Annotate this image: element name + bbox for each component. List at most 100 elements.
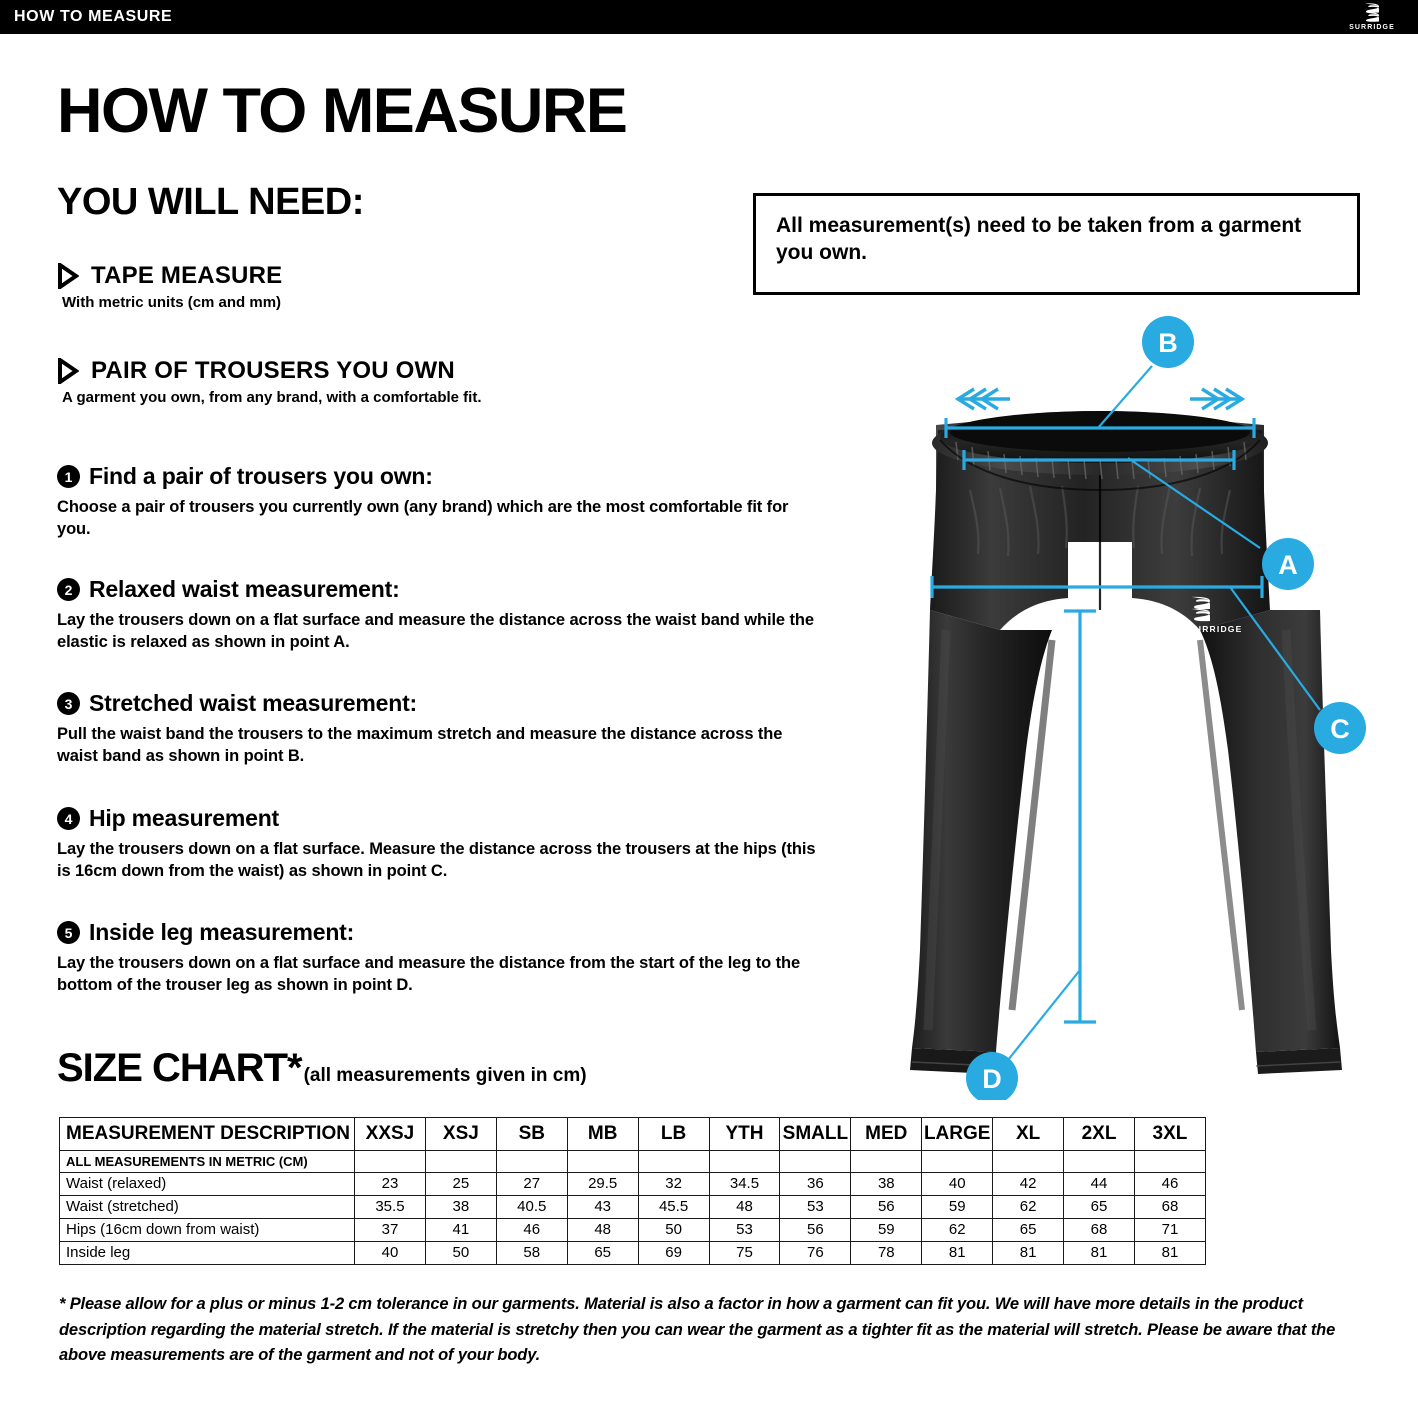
table-cell: 76 bbox=[779, 1241, 852, 1265]
column-header-description: MEASUREMENT DESCRIPTION bbox=[59, 1117, 355, 1151]
table-row: Waist (relaxed) 23 25 27 29.5 32 34.5 36… bbox=[59, 1172, 1207, 1196]
leader-line-d bbox=[1007, 969, 1081, 1061]
metric-note-cell bbox=[1133, 1150, 1207, 1173]
table-cell: 68 bbox=[1063, 1218, 1135, 1242]
step-body: Lay the trousers down on a flat surface.… bbox=[57, 840, 816, 880]
metric-note-cell bbox=[495, 1150, 568, 1173]
column-header-2xl: 2XL bbox=[1063, 1117, 1135, 1151]
need-subtitle: With metric units (cm and mm) bbox=[62, 294, 282, 311]
need-title: TAPE MEASURE bbox=[91, 262, 283, 289]
row-label: Hips (16cm down from waist) bbox=[59, 1218, 355, 1242]
table-cell: 40.5 bbox=[495, 1195, 568, 1219]
size-chart-table: MEASUREMENT DESCRIPTION XXSJ XSJ SB MB L… bbox=[59, 1117, 1207, 1265]
table-cell: 58 bbox=[495, 1241, 568, 1265]
triangle-bullet-icon bbox=[57, 263, 79, 289]
column-header-lb: LB bbox=[637, 1117, 710, 1151]
dimension-line-a bbox=[962, 450, 1236, 470]
table-cell: 43 bbox=[566, 1195, 639, 1219]
step-body: Lay the trousers down on a flat surface … bbox=[57, 954, 801, 994]
trousers-garment-illustration: SURRIDGE bbox=[910, 411, 1342, 1074]
table-cell: 71 bbox=[1133, 1218, 1207, 1242]
metric-note-cell bbox=[921, 1150, 994, 1173]
column-header-xl: XL bbox=[992, 1117, 1065, 1151]
column-header-large: LARGE bbox=[921, 1117, 994, 1151]
trousers-measurement-diagram: SURRIDGE bbox=[900, 310, 1370, 1100]
step-body: Choose a pair of trousers you currently … bbox=[57, 498, 789, 538]
table-cell: 32 bbox=[637, 1172, 710, 1196]
column-header-yth: YTH bbox=[708, 1117, 781, 1151]
surridge-logo: SURRIDGE bbox=[1344, 2, 1400, 34]
step-body: Pull the waist band the trousers to the … bbox=[57, 725, 783, 765]
table-row-metric-note: ALL MEASUREMENTS IN METRIC (CM) bbox=[59, 1150, 1207, 1173]
table-cell: 65 bbox=[566, 1241, 639, 1265]
svg-text:SURRIDGE: SURRIDGE bbox=[1188, 624, 1242, 634]
table-cell: 46 bbox=[495, 1218, 568, 1242]
metric-note-cell bbox=[637, 1150, 710, 1173]
table-cell: 40 bbox=[921, 1172, 994, 1196]
callout-b: B bbox=[1142, 316, 1194, 368]
metric-note-cell bbox=[779, 1150, 852, 1173]
measurement-annotations bbox=[930, 365, 1321, 1061]
step-4: 4 Hip measurement Lay the trousers down … bbox=[57, 805, 817, 883]
table-cell: 42 bbox=[992, 1172, 1065, 1196]
metric-note-cell bbox=[566, 1150, 639, 1173]
top-header-bar: HOW TO MEASURE SURRIDGE bbox=[0, 0, 1418, 34]
step-title: Stretched waist measurement: bbox=[89, 690, 418, 716]
metric-note-cell bbox=[424, 1150, 497, 1173]
surridge-s-logo-icon bbox=[1365, 3, 1379, 22]
table-cell: 36 bbox=[779, 1172, 852, 1196]
table-cell: 81 bbox=[1133, 1241, 1207, 1265]
callout-c: C bbox=[1314, 702, 1366, 754]
page-title: HOW TO MEASURE bbox=[57, 76, 628, 146]
callout-a-label: A bbox=[1278, 550, 1298, 580]
step-number-badge: 1 bbox=[57, 465, 80, 488]
column-header-mb: MB bbox=[566, 1117, 639, 1151]
callout-b-label: B bbox=[1158, 328, 1178, 358]
metric-note-label: ALL MEASUREMENTS IN METRIC (CM) bbox=[59, 1150, 355, 1173]
row-label: Waist (relaxed) bbox=[59, 1172, 355, 1196]
step-3: 3 Stretched waist measurement: Pull the … bbox=[57, 690, 817, 768]
table-cell: 75 bbox=[708, 1241, 781, 1265]
dimension-line-d bbox=[1064, 609, 1096, 1024]
table-row: Inside leg 40 50 58 65 69 75 76 78 81 81… bbox=[59, 1241, 1207, 1265]
step-number-badge: 4 bbox=[57, 807, 80, 830]
table-cell: 35.5 bbox=[354, 1195, 426, 1219]
table-cell: 53 bbox=[708, 1218, 781, 1242]
table-cell: 40 bbox=[354, 1241, 426, 1265]
row-label: Waist (stretched) bbox=[59, 1195, 355, 1219]
stretch-arrows-b bbox=[954, 387, 1246, 411]
column-header-3xl: 3XL bbox=[1133, 1117, 1207, 1151]
table-cell: 81 bbox=[992, 1241, 1065, 1265]
step-title: Relaxed waist measurement: bbox=[89, 576, 400, 602]
step-number-badge: 2 bbox=[57, 578, 80, 601]
header-title: HOW TO MEASURE bbox=[14, 8, 173, 25]
size-chart-heading: SIZE CHART* (all measurements given in c… bbox=[57, 1046, 587, 1091]
callout-c-label: C bbox=[1330, 714, 1350, 744]
step-2: 2 Relaxed waist measurement: Lay the tro… bbox=[57, 576, 817, 654]
need-item-trousers: PAIR OF TROUSERS YOU OWN A garment you o… bbox=[57, 357, 481, 406]
table-row: Waist (stretched) 35.5 38 40.5 43 45.5 4… bbox=[59, 1195, 1207, 1219]
size-chart-note: (all measurements given in cm) bbox=[303, 1065, 587, 1086]
need-item-tape-measure: TAPE MEASURE With metric units (cm and m… bbox=[57, 262, 282, 311]
measurement-notice-text: All measurement(s) need to be taken from… bbox=[776, 214, 1302, 265]
table-cell: 23 bbox=[354, 1172, 426, 1196]
table-cell: 27 bbox=[495, 1172, 568, 1196]
column-header-med: MED bbox=[850, 1117, 923, 1151]
table-cell: 38 bbox=[424, 1195, 497, 1219]
callout-d: D bbox=[966, 1052, 1018, 1100]
table-cell: 68 bbox=[1133, 1195, 1207, 1219]
metric-note-cell bbox=[850, 1150, 923, 1173]
table-cell: 56 bbox=[779, 1218, 852, 1242]
step-1: 1 Find a pair of trousers you own: Choos… bbox=[57, 463, 817, 541]
need-title: PAIR OF TROUSERS YOU OWN bbox=[91, 357, 455, 384]
callout-d-label: D bbox=[982, 1064, 1002, 1094]
dimension-line-b bbox=[944, 418, 1256, 438]
table-cell: 69 bbox=[637, 1241, 710, 1265]
table-cell: 56 bbox=[850, 1195, 923, 1219]
metric-note-cell bbox=[354, 1150, 426, 1173]
table-cell: 81 bbox=[921, 1241, 994, 1265]
step-number-badge: 3 bbox=[57, 692, 80, 715]
column-header-xxsj: XXSJ bbox=[354, 1117, 426, 1151]
size-chart-title: SIZE CHART* bbox=[57, 1046, 303, 1090]
